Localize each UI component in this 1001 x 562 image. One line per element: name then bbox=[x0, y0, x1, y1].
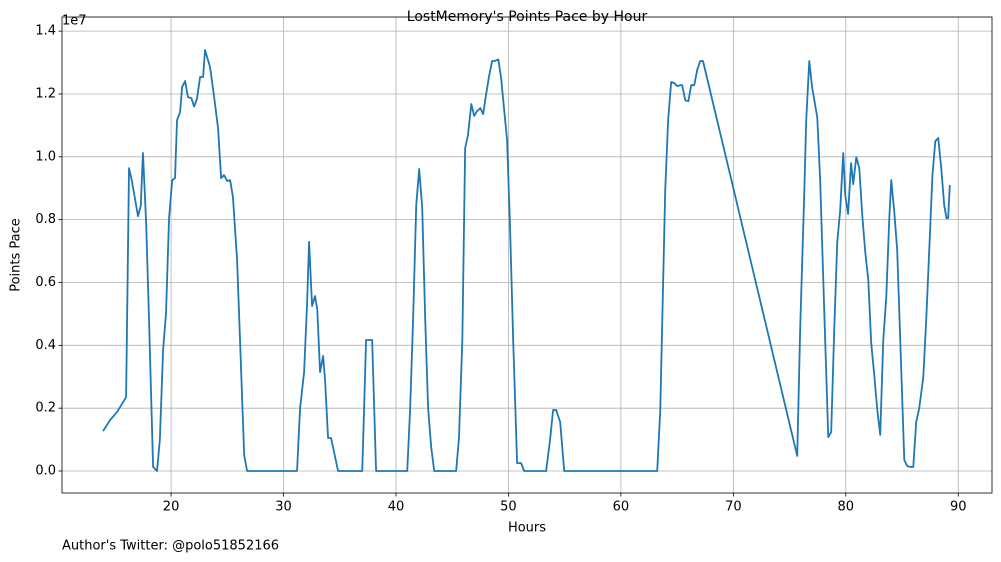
y-tick-label: 1.4 bbox=[35, 24, 56, 39]
axes-frame bbox=[61, 16, 993, 494]
x-axis-label: Hours bbox=[508, 521, 546, 536]
x-tick-label: 30 bbox=[275, 500, 292, 515]
y-tick-label: 0.4 bbox=[35, 338, 56, 353]
x-tick-label: 80 bbox=[838, 500, 855, 515]
y-tick-label: 1.0 bbox=[35, 149, 56, 164]
footer: Author's Twitter: @polo51852166 bbox=[62, 539, 279, 554]
y-offset-label: 1e7 bbox=[62, 14, 87, 29]
y-axis-label: Points Pace bbox=[9, 218, 24, 292]
data-line bbox=[102, 49, 951, 472]
x-tick-label: 90 bbox=[950, 500, 967, 515]
x-tick-label: 20 bbox=[163, 500, 180, 515]
y-tick-label: 0.0 bbox=[35, 464, 56, 479]
x-tick-label: 50 bbox=[500, 500, 517, 515]
y-tick-label: 0.6 bbox=[35, 275, 56, 290]
y-tick-label: 0.2 bbox=[35, 401, 56, 416]
y-tick-label: 0.8 bbox=[35, 212, 56, 227]
x-tick-label: 70 bbox=[725, 500, 742, 515]
y-tick-label: 1.2 bbox=[35, 86, 56, 101]
x-tick-label: 40 bbox=[388, 500, 405, 515]
x-tick-label: 60 bbox=[613, 500, 630, 515]
